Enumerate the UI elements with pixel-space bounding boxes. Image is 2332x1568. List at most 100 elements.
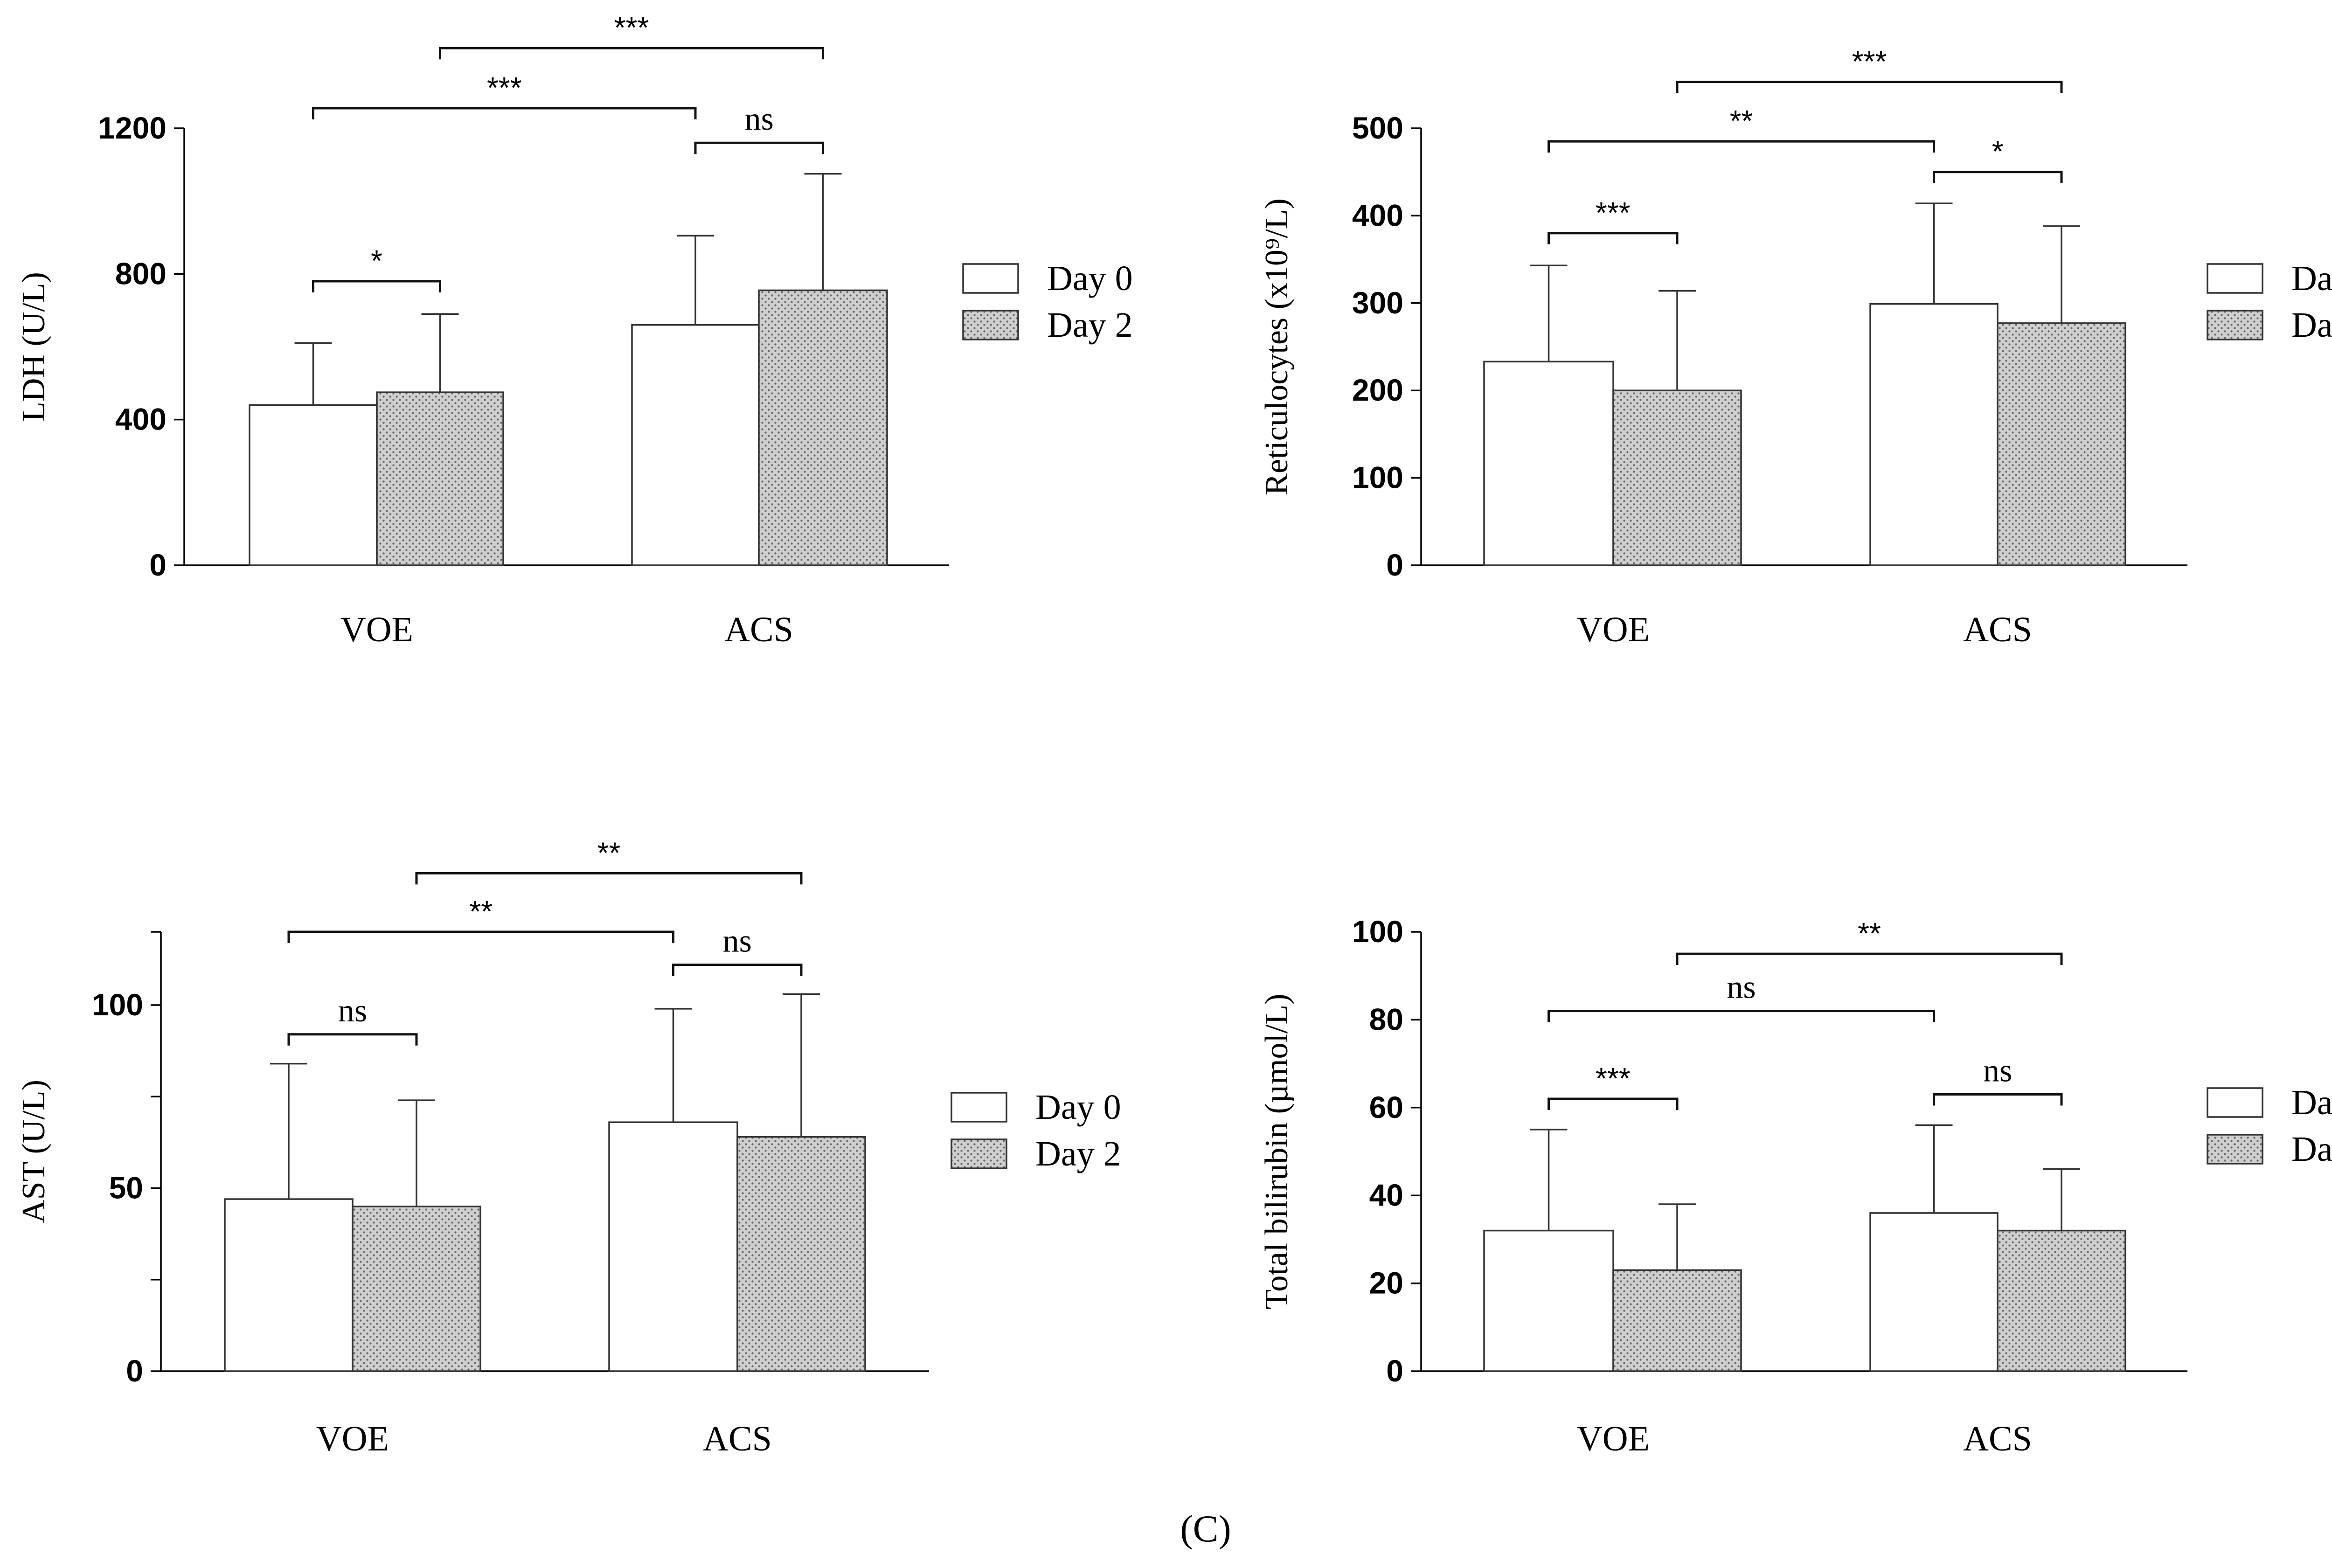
significance-bracket (312, 107, 697, 120)
significance-bracket (1933, 1093, 2063, 1106)
legend-swatch-day-2 (962, 310, 1019, 340)
y-tick-label: 400 (1352, 198, 1403, 232)
significance-bracket (694, 141, 824, 154)
bar-day-2-acs (1997, 1229, 2126, 1372)
bar-day-2-acs (736, 1136, 866, 1372)
significance-label: *** (614, 11, 649, 44)
legend-swatch-day-0 (2207, 1087, 2263, 1118)
legend-swatch-day-2 (2207, 1134, 2263, 1165)
significance-bracket (415, 872, 803, 885)
significance-label: ns (1983, 1053, 2012, 1089)
chart-panel-0: 0 400 800 1200 LDH (U/L) VOE ACS Day 0 Day 2 * ns *… (16, 11, 1133, 649)
chart-panel-2: 0 50 100 AST (U/L) VOE ACS Day 0 Day 2 ns ns ** ** (16, 836, 1121, 1458)
significance-bracket (1676, 81, 2063, 93)
y-tick-label: 1200 (98, 111, 167, 145)
y-tick-label: 0 (149, 548, 167, 582)
legend-swatch-day-0 (962, 263, 1019, 294)
significance-label: ns (745, 101, 774, 137)
significance-label: ** (469, 895, 493, 928)
significance-bracket (287, 1033, 418, 1046)
significance-label: *** (1852, 45, 1887, 78)
bar-day-0-voe (1483, 361, 1614, 566)
significance-label: ns (338, 993, 367, 1029)
significance-bracket (439, 47, 824, 60)
x-category-label: VOE (340, 610, 413, 649)
x-category-label: VOE (316, 1419, 389, 1458)
x-category-label: VOE (1577, 610, 1650, 649)
y-tick-label: 0 (126, 1353, 143, 1388)
x-category-label: ACS (724, 610, 793, 649)
legend-label: Day 2 (2291, 305, 2332, 345)
significance-label: * (371, 244, 382, 278)
bar-day-2-acs (1997, 322, 2126, 566)
legend-label: Day 2 (1035, 1134, 1121, 1173)
significance-bracket (1676, 952, 2063, 965)
y-axis-label: AST (U/L) (16, 1080, 52, 1223)
significance-bracket (1933, 171, 2063, 183)
bar-day-2-acs (758, 289, 888, 566)
y-tick-label: 60 (1369, 1090, 1403, 1124)
legend-label: Day 0 (1047, 259, 1133, 298)
significance-label: ** (1858, 916, 1881, 950)
y-tick-label: 200 (1352, 373, 1403, 407)
chart-panel-3: 0 20 40 60 80 100 Total bilirubin (µmol/L) VOE A… (1259, 914, 2332, 1458)
bar-day-2-voe (1612, 389, 1742, 566)
significance-label: * (1992, 135, 2004, 168)
significance-bracket (672, 964, 803, 976)
y-tick-label: 80 (1369, 1002, 1403, 1036)
bar-day-0-voe (1483, 1229, 1614, 1372)
bar-day-0-voe (249, 404, 378, 566)
significance-bracket (1548, 1097, 1679, 1110)
y-tick-label: 100 (1352, 914, 1403, 949)
x-category-label: ACS (703, 1419, 772, 1458)
significance-label: ** (1730, 104, 1753, 138)
bar-day-2-voe (352, 1206, 481, 1372)
y-tick-label: 0 (1386, 1353, 1403, 1388)
chart-panel-1: 0 100 200 300 400 500 Reticulocytes (x10⁹/L) VO… (1259, 45, 2332, 649)
legend-label: Day 0 (2291, 259, 2332, 298)
legend-swatch-day-2 (2207, 310, 2263, 340)
x-category-label: ACS (1963, 1419, 2032, 1458)
y-tick-label: 100 (1352, 460, 1403, 495)
bar-day-0-acs (1869, 303, 1999, 566)
significance-label: *** (1596, 196, 1631, 229)
bar-day-2-voe (1612, 1269, 1742, 1372)
significance-label: ** (597, 836, 621, 869)
legend-label: Day 2 (2291, 1130, 2332, 1169)
x-category-label: ACS (1963, 610, 2032, 649)
bar-day-0-acs (631, 324, 760, 566)
y-axis-label: Total bilirubin (µmol/L) (1259, 994, 1295, 1310)
bar-day-0-voe (224, 1198, 354, 1372)
bar-day-0-acs (608, 1121, 738, 1372)
y-tick-label: 300 (1352, 285, 1403, 320)
significance-bracket (1548, 140, 1935, 153)
significance-label: ns (1727, 970, 1756, 1006)
legend-swatch-day-0 (951, 1092, 1007, 1123)
legend-label: Day 0 (2291, 1083, 2332, 1122)
y-tick-label: 50 (109, 1171, 143, 1205)
panel-label: (C) (1180, 1507, 1231, 1550)
legend-swatch-day-0 (2207, 263, 2263, 294)
significance-bracket (1548, 232, 1679, 244)
significance-label: *** (1596, 1062, 1631, 1095)
y-tick-label: 40 (1369, 1178, 1403, 1212)
bar-day-0-acs (1869, 1212, 1999, 1372)
y-axis-label: LDH (U/L) (16, 272, 52, 422)
y-tick-label: 20 (1369, 1266, 1403, 1300)
significance-bracket (287, 930, 674, 943)
y-tick-label: 800 (115, 256, 167, 291)
y-tick-label: 500 (1352, 111, 1403, 145)
significance-label: ns (723, 923, 752, 959)
significance-bracket (312, 280, 441, 292)
significance-label: *** (487, 71, 522, 104)
legend-label: Day 2 (1047, 305, 1133, 345)
significance-bracket (1548, 1010, 1935, 1022)
y-tick-label: 100 (92, 987, 143, 1022)
legend-swatch-day-2 (951, 1138, 1007, 1169)
legend-label: Day 0 (1035, 1088, 1121, 1127)
bar-day-2-voe (376, 391, 504, 566)
x-category-label: VOE (1577, 1419, 1650, 1458)
y-axis-label: Reticulocytes (x10⁹/L) (1259, 198, 1295, 495)
y-tick-label: 0 (1386, 548, 1403, 582)
